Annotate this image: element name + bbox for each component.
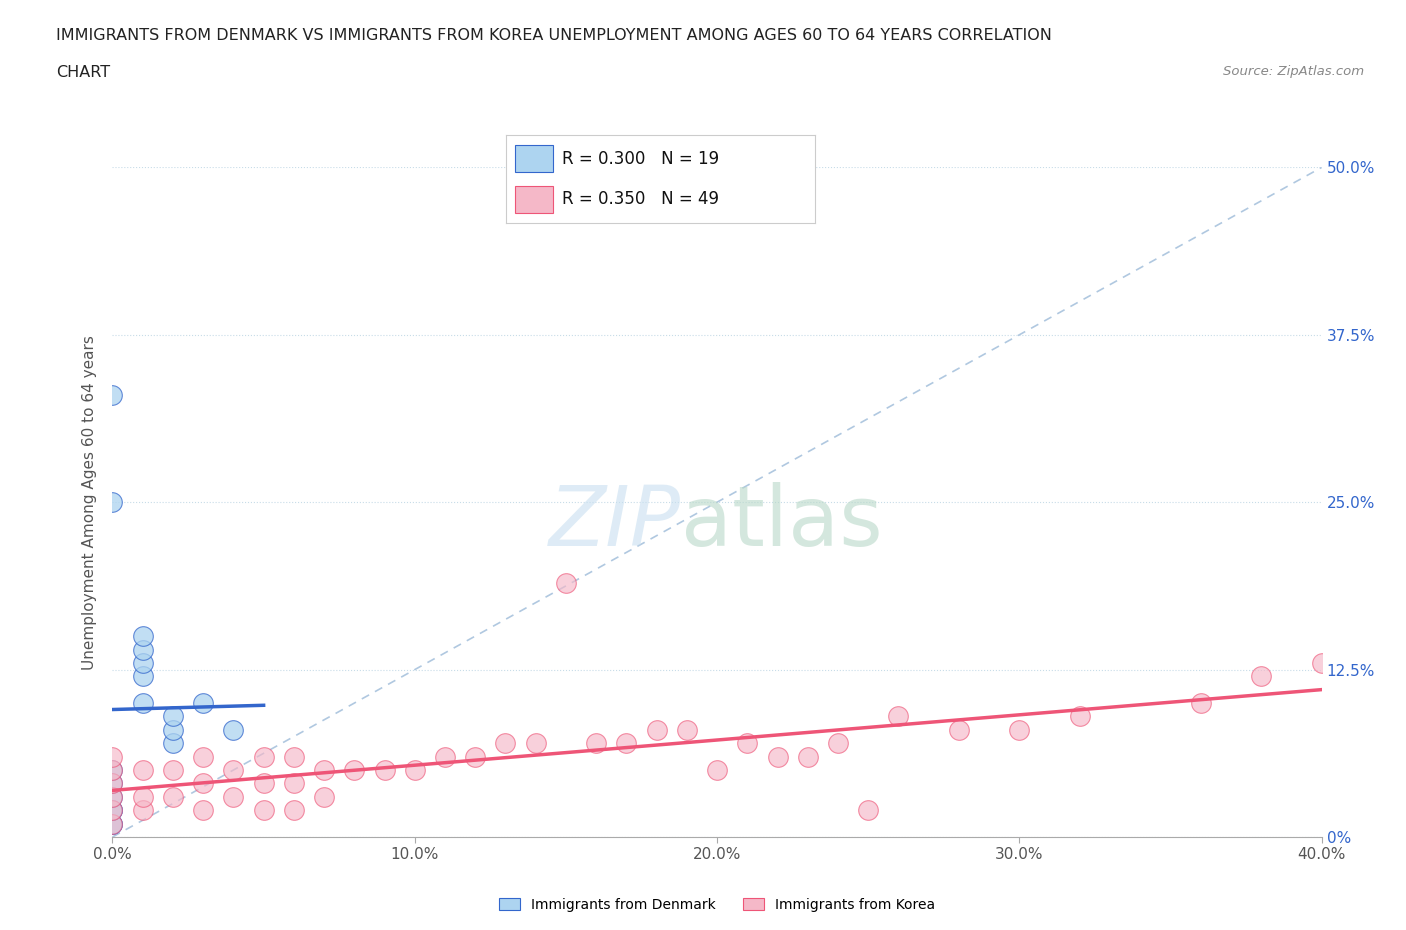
Point — [554, 575, 576, 590]
Point — [283, 803, 305, 817]
Point — [222, 763, 245, 777]
Point — [132, 656, 155, 671]
Point — [374, 763, 396, 777]
Point — [827, 736, 849, 751]
Point — [101, 495, 124, 510]
Bar — [516, 186, 553, 213]
Text: Source: ZipAtlas.com: Source: ZipAtlas.com — [1223, 65, 1364, 78]
Point — [1250, 669, 1272, 684]
Point — [464, 750, 486, 764]
Point — [737, 736, 759, 751]
Y-axis label: Unemployment Among Ages 60 to 64 years: Unemployment Among Ages 60 to 64 years — [82, 335, 97, 670]
Point — [162, 736, 184, 751]
Text: R = 0.350   N = 49: R = 0.350 N = 49 — [562, 191, 718, 208]
Point — [343, 763, 366, 777]
Point — [222, 790, 245, 804]
Point — [132, 669, 155, 684]
Point — [706, 763, 728, 777]
Bar — [516, 145, 553, 172]
Text: CHART: CHART — [56, 65, 110, 80]
Text: ZIP: ZIP — [548, 482, 681, 563]
Point — [101, 817, 124, 831]
Point — [1008, 723, 1031, 737]
Point — [314, 763, 336, 777]
Point — [101, 803, 124, 817]
Point — [253, 750, 276, 764]
Point — [191, 696, 214, 711]
Text: IMMIGRANTS FROM DENMARK VS IMMIGRANTS FROM KOREA UNEMPLOYMENT AMONG AGES 60 TO 6: IMMIGRANTS FROM DENMARK VS IMMIGRANTS FR… — [56, 28, 1052, 43]
Point — [132, 629, 155, 644]
Point — [253, 776, 276, 790]
Point — [1069, 709, 1091, 724]
Point — [616, 736, 638, 751]
Point — [101, 803, 124, 817]
Point — [766, 750, 789, 764]
Point — [101, 763, 124, 777]
Point — [1189, 696, 1212, 711]
Point — [1310, 656, 1333, 671]
Point — [132, 696, 155, 711]
Point — [191, 776, 214, 790]
Point — [132, 790, 155, 804]
Point — [162, 763, 184, 777]
Point — [162, 709, 184, 724]
Point — [585, 736, 607, 751]
Point — [162, 723, 184, 737]
Point — [796, 750, 818, 764]
Point — [101, 790, 124, 804]
Point — [645, 723, 668, 737]
Point — [101, 776, 124, 790]
Point — [132, 803, 155, 817]
Point — [314, 790, 336, 804]
Legend: Immigrants from Denmark, Immigrants from Korea: Immigrants from Denmark, Immigrants from… — [494, 892, 941, 917]
Point — [101, 817, 124, 831]
Point — [191, 750, 214, 764]
Point — [101, 803, 124, 817]
Point — [675, 723, 697, 737]
Point — [433, 750, 456, 764]
Text: R = 0.300   N = 19: R = 0.300 N = 19 — [562, 150, 718, 167]
Point — [101, 817, 124, 831]
Point — [524, 736, 547, 751]
Point — [191, 803, 214, 817]
Point — [253, 803, 276, 817]
Point — [132, 642, 155, 657]
Point — [222, 723, 245, 737]
Point — [101, 388, 124, 403]
Point — [495, 736, 517, 751]
Point — [101, 763, 124, 777]
Point — [948, 723, 970, 737]
Point — [101, 750, 124, 764]
Point — [283, 750, 305, 764]
Point — [101, 776, 124, 790]
Point — [101, 790, 124, 804]
Text: atlas: atlas — [681, 482, 883, 563]
Point — [404, 763, 426, 777]
Point — [887, 709, 910, 724]
Point — [283, 776, 305, 790]
Point — [856, 803, 880, 817]
Point — [132, 763, 155, 777]
Point — [162, 790, 184, 804]
